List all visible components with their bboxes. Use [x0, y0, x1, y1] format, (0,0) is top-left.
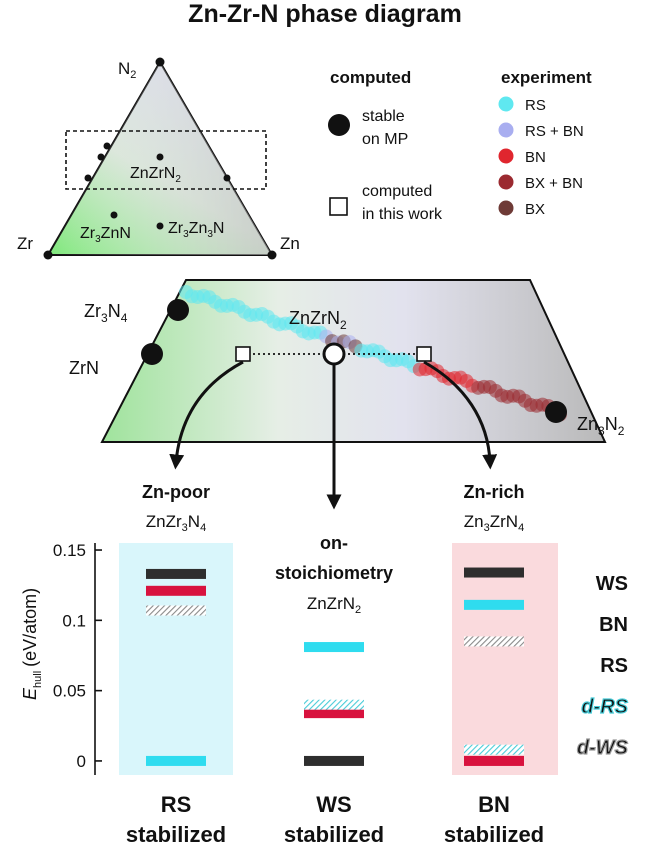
legend-bn-label: BN	[599, 614, 628, 636]
legend-rs-marker	[498, 96, 514, 112]
composition-slice: Zr3N4 ZrN ZnZrN2 Zn3N2	[69, 279, 625, 510]
experiment-legend-title: experiment	[501, 68, 592, 87]
slice-plane	[100, 279, 607, 443]
legend-d-rs-label: d-RS	[581, 696, 628, 718]
experiment-legend: experiment RS RS + BN BN BX + BN BX	[498, 68, 592, 218]
on-stoich-title-1: on-	[320, 533, 348, 553]
rs-level-zn-rich	[464, 599, 524, 610]
rs-panel-background	[119, 543, 233, 775]
legend-rs-label: RS	[600, 655, 628, 677]
y-tick-label: 0.1	[62, 611, 86, 630]
stabilized-phase-label: WS	[316, 792, 351, 817]
legend-d-ws-label: d-WS	[577, 737, 629, 759]
zn-rich-formula: Zn3ZrN4	[464, 512, 524, 534]
this-work-label-2: in this work	[362, 206, 443, 223]
legend-experiment-label: BX	[525, 201, 545, 218]
zr3znn-label: Zr3ZnN	[80, 225, 131, 245]
bn-level-zn-poor	[146, 585, 206, 596]
energy-levels	[146, 567, 524, 766]
ws-level-zn-rich	[464, 567, 524, 578]
vertex-zn-label: Zn	[280, 234, 300, 253]
stabilized-word: stabilized	[444, 822, 544, 847]
stabilized-word: stabilized	[284, 822, 384, 847]
y-tick-label: 0.05	[53, 682, 86, 701]
computed-legend-title: computed	[330, 68, 411, 87]
legend-experiment-label: BX + BN	[525, 175, 583, 192]
zn-poor-title: Zn-poor	[142, 482, 210, 502]
energy-chart: 0 0.05 0.1 0.15 Ehull(eV/atom) WS BN RS d-RS d-…	[20, 541, 629, 775]
stabilized-labels: RS stabilized WS stabilized BN stabilized	[126, 792, 544, 847]
stabilized-word: stabilized	[126, 822, 226, 847]
legend-experiment-label: BN	[525, 149, 546, 166]
znzrn2-slice-label: ZnZrN2	[289, 308, 347, 332]
y-ticks: 0 0.05 0.1 0.15	[53, 541, 102, 771]
legend-ws-label: WS	[596, 573, 628, 595]
on-stoich-formula: ZnZrN2	[307, 594, 361, 616]
y-tick-label: 0	[77, 752, 86, 771]
zn-poor-formula: ZnZr3N4	[146, 512, 206, 534]
d-ws-level-zn-poor	[146, 605, 206, 616]
zn3n2-label: Zn3N2	[577, 414, 625, 438]
rs-level-zn-poor	[146, 755, 206, 766]
rs-level-on-stoichiometry	[304, 642, 364, 653]
y-tick-label: 0.15	[53, 541, 86, 560]
zn-rich-title: Zn-rich	[464, 482, 525, 502]
znzrn2-point	[322, 342, 346, 366]
znzrn2-ternary-label: ZnZrN2	[130, 165, 181, 185]
zrn-label: ZrN	[69, 358, 99, 378]
stable-label-1: stable	[362, 108, 405, 125]
zrn-point	[141, 343, 163, 365]
figure-title: Zn-Zr-N phase diagram	[188, 0, 462, 28]
y-axis-label: Ehull(eV/atom)	[20, 588, 44, 700]
ternary-diagram: N2 Zr Zn ZnZrN2 Zr3ZnN Zr3Zn3N	[17, 57, 300, 260]
legend-rs-bn-marker	[498, 122, 514, 138]
zr3n4-point	[167, 299, 189, 321]
this-work-label-1: computed	[362, 183, 432, 200]
ternary-points	[43, 57, 277, 260]
composition-headers: Zn-poor ZnZr3N4 on- stoichiometry ZnZrN2…	[142, 482, 524, 616]
stable-label-2: on MP	[362, 131, 408, 148]
arrow-zn-rich	[423, 360, 498, 470]
phase-legend: WS BN RS d-RS d-WS	[576, 573, 629, 760]
d-rs-level-zn-rich	[464, 744, 524, 755]
zr3zn3n-label: Zr3Zn3N	[168, 220, 224, 240]
d-rs-level-on-stoichiometry	[304, 699, 364, 710]
legend-bx-marker	[498, 200, 514, 216]
zn3n2-point	[545, 401, 567, 423]
bn-level-zn-rich	[464, 755, 524, 766]
vertex-n2-label: N2	[118, 59, 136, 81]
computed-legend: computed stable on MP computed in this w…	[328, 68, 443, 223]
bn-level-on-stoichiometry	[304, 708, 364, 719]
on-stoich-title-2: stoichiometry	[275, 563, 393, 583]
d-ws-level-zn-rich	[464, 636, 524, 647]
arrow-zn-poor	[169, 360, 244, 470]
bn-panel-background	[452, 543, 558, 775]
legend-experiment-label: RS	[525, 97, 546, 114]
stabilized-phase-label: RS	[161, 792, 192, 817]
legend-bx-bn-marker	[498, 174, 514, 190]
ws-level-on-stoichiometry	[304, 755, 364, 766]
stabilized-phase-label: BN	[478, 792, 510, 817]
zoom-box	[65, 130, 267, 190]
stable-marker	[328, 114, 350, 136]
vertex-zr-label: Zr	[17, 234, 33, 253]
this-work-marker	[329, 197, 348, 216]
zn-poor-point	[235, 346, 251, 362]
legend-bn-marker	[498, 148, 514, 164]
legend-experiment-label: RS + BN	[525, 123, 584, 140]
zn-rich-point	[416, 346, 432, 362]
ws-level-zn-poor	[146, 568, 206, 579]
zr3n4-label: Zr3N4	[84, 301, 128, 325]
